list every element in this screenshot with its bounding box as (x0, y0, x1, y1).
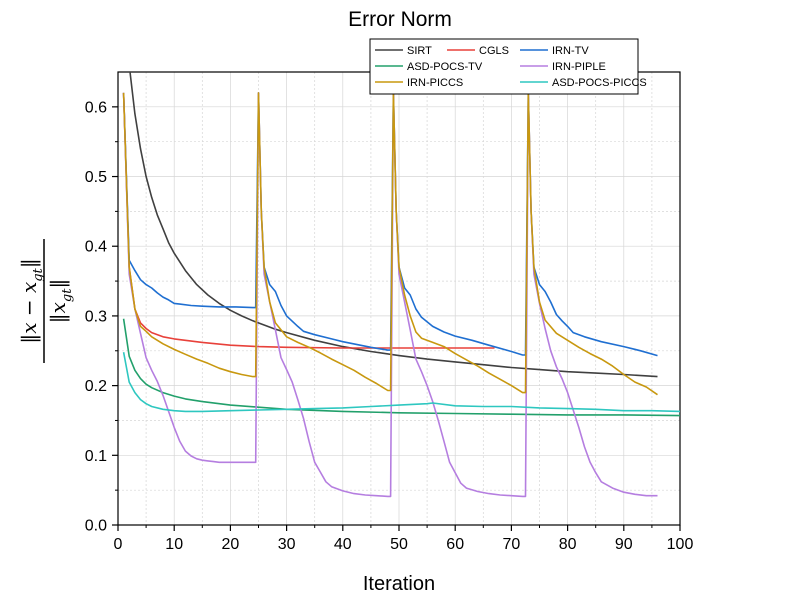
y-tick-label: 0.2 (85, 378, 107, 395)
x-tick-label: 30 (278, 536, 296, 553)
x-tick-label: 20 (222, 536, 240, 553)
x-tick-label: 0 (114, 536, 123, 553)
y-axis-label: ‖x − xgt‖ ‖xgt‖ (17, 239, 75, 363)
y-tick-label: 0.0 (85, 518, 107, 535)
legend-label: ASD-POCS-PICCS (552, 77, 647, 89)
x-tick-label: 60 (446, 536, 464, 553)
legend-label: SIRT (407, 45, 432, 57)
axes: 0 10 20 30 40 50 60 70 80 90 100 0.0 0.1 0.2 0.3 0.4 0.5… (85, 99, 694, 553)
legend-label: ASD-POCS-TV (407, 61, 483, 73)
grid (118, 71, 680, 525)
legend-label: IRN-TV (552, 45, 589, 57)
x-tick-label: 90 (615, 536, 633, 553)
y-tick-label: 0.5 (85, 169, 107, 186)
chart-title: Error Norm (348, 8, 452, 31)
series-line-sirt (129, 72, 658, 378)
series-line-asd-pocs-tv (122, 318, 680, 417)
series-line-cgls (122, 92, 495, 349)
x-tick-label: 70 (503, 536, 521, 553)
x-axis-label: Iteration (363, 573, 435, 593)
series-line-asd-pocs-piccs (122, 352, 680, 413)
legend-label: IRN-PICCS (407, 77, 463, 89)
series-line-irn-tv (122, 92, 658, 357)
y-label-numerator: ‖x − xgt‖ (17, 258, 46, 344)
y-tick-label: 0.3 (85, 308, 107, 325)
series-line-irn-piccs (122, 92, 658, 396)
legend-box (369, 38, 639, 95)
series-line-irn-piple (122, 92, 658, 498)
legend: SIRT CGLS IRN-TV ASD-POCS-TV IRN-PIPLE IRN-PI… (369, 38, 647, 95)
x-tick-label: 50 (390, 536, 408, 553)
legend-label: CGLS (479, 45, 509, 57)
x-tick-label: 40 (334, 536, 352, 553)
series-lines (122, 72, 680, 498)
x-tick-label: 100 (667, 536, 694, 553)
x-tick-label: 10 (165, 536, 183, 553)
legend-label: IRN-PIPLE (552, 61, 606, 73)
y-tick-label: 0.4 (85, 239, 107, 256)
y-label-denominator: ‖xgt‖ (46, 279, 75, 324)
x-tick-label: 80 (559, 536, 577, 553)
y-tick-label: 0.1 (85, 448, 107, 465)
y-tick-label: 0.6 (85, 99, 107, 116)
